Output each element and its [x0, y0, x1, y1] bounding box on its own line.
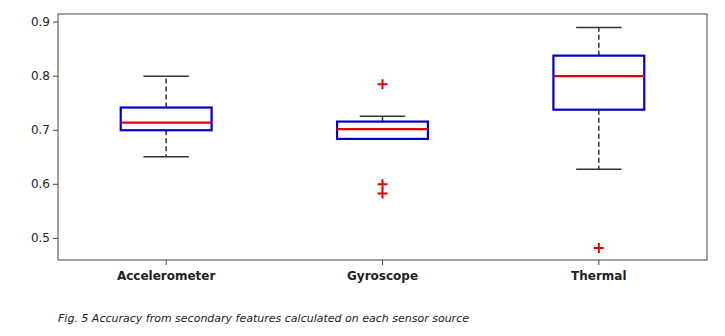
whisker-high [165, 76, 167, 107]
median [337, 128, 428, 130]
median [121, 122, 212, 124]
x-tick [166, 260, 167, 265]
chart-container: 0.5 0.6 0.7 0.8 0.9 Accelerometer Gyroscope The… [0, 0, 725, 336]
y-tick-label: 0.8 [31, 69, 50, 83]
outlier [378, 188, 388, 198]
x-tick-label: Accelerometer [117, 269, 216, 283]
x-tick [382, 260, 383, 265]
y-tick-label: 0.6 [31, 177, 50, 191]
y-tick [53, 76, 58, 77]
whisker-cap-high [576, 27, 621, 29]
outlier [378, 179, 388, 189]
whisker-cap-low [576, 168, 621, 170]
x-tick-label: Gyroscope [347, 269, 418, 283]
x-tick-label: Thermal [571, 269, 627, 283]
plot-frame [58, 14, 707, 260]
y-tick [53, 22, 58, 23]
whisker-cap-high [143, 75, 188, 77]
outlier [378, 79, 388, 89]
y-tick-label: 0.9 [31, 15, 50, 29]
chart: 0.5 0.6 0.7 0.8 0.9 Accelerometer Gyroscope The… [0, 0, 725, 336]
box [553, 56, 644, 110]
outlier [594, 243, 604, 253]
whisker-low [598, 110, 600, 169]
caption: Fig. 5 Accuracy from secondary features … [58, 312, 469, 325]
whisker-cap-high [360, 115, 405, 117]
whisker-high [598, 28, 600, 56]
y-tick-label: 0.7 [31, 123, 50, 137]
median [553, 75, 644, 77]
y-tick [53, 130, 58, 131]
y-tick [53, 184, 58, 185]
plot-area [58, 14, 707, 260]
box [121, 108, 212, 131]
x-tick [598, 260, 599, 265]
y-tick [53, 238, 58, 239]
whisker-low [165, 130, 167, 156]
marks [121, 28, 645, 254]
box [337, 122, 428, 139]
whisker-cap-low [143, 156, 188, 158]
y-tick-label: 0.5 [31, 231, 50, 245]
